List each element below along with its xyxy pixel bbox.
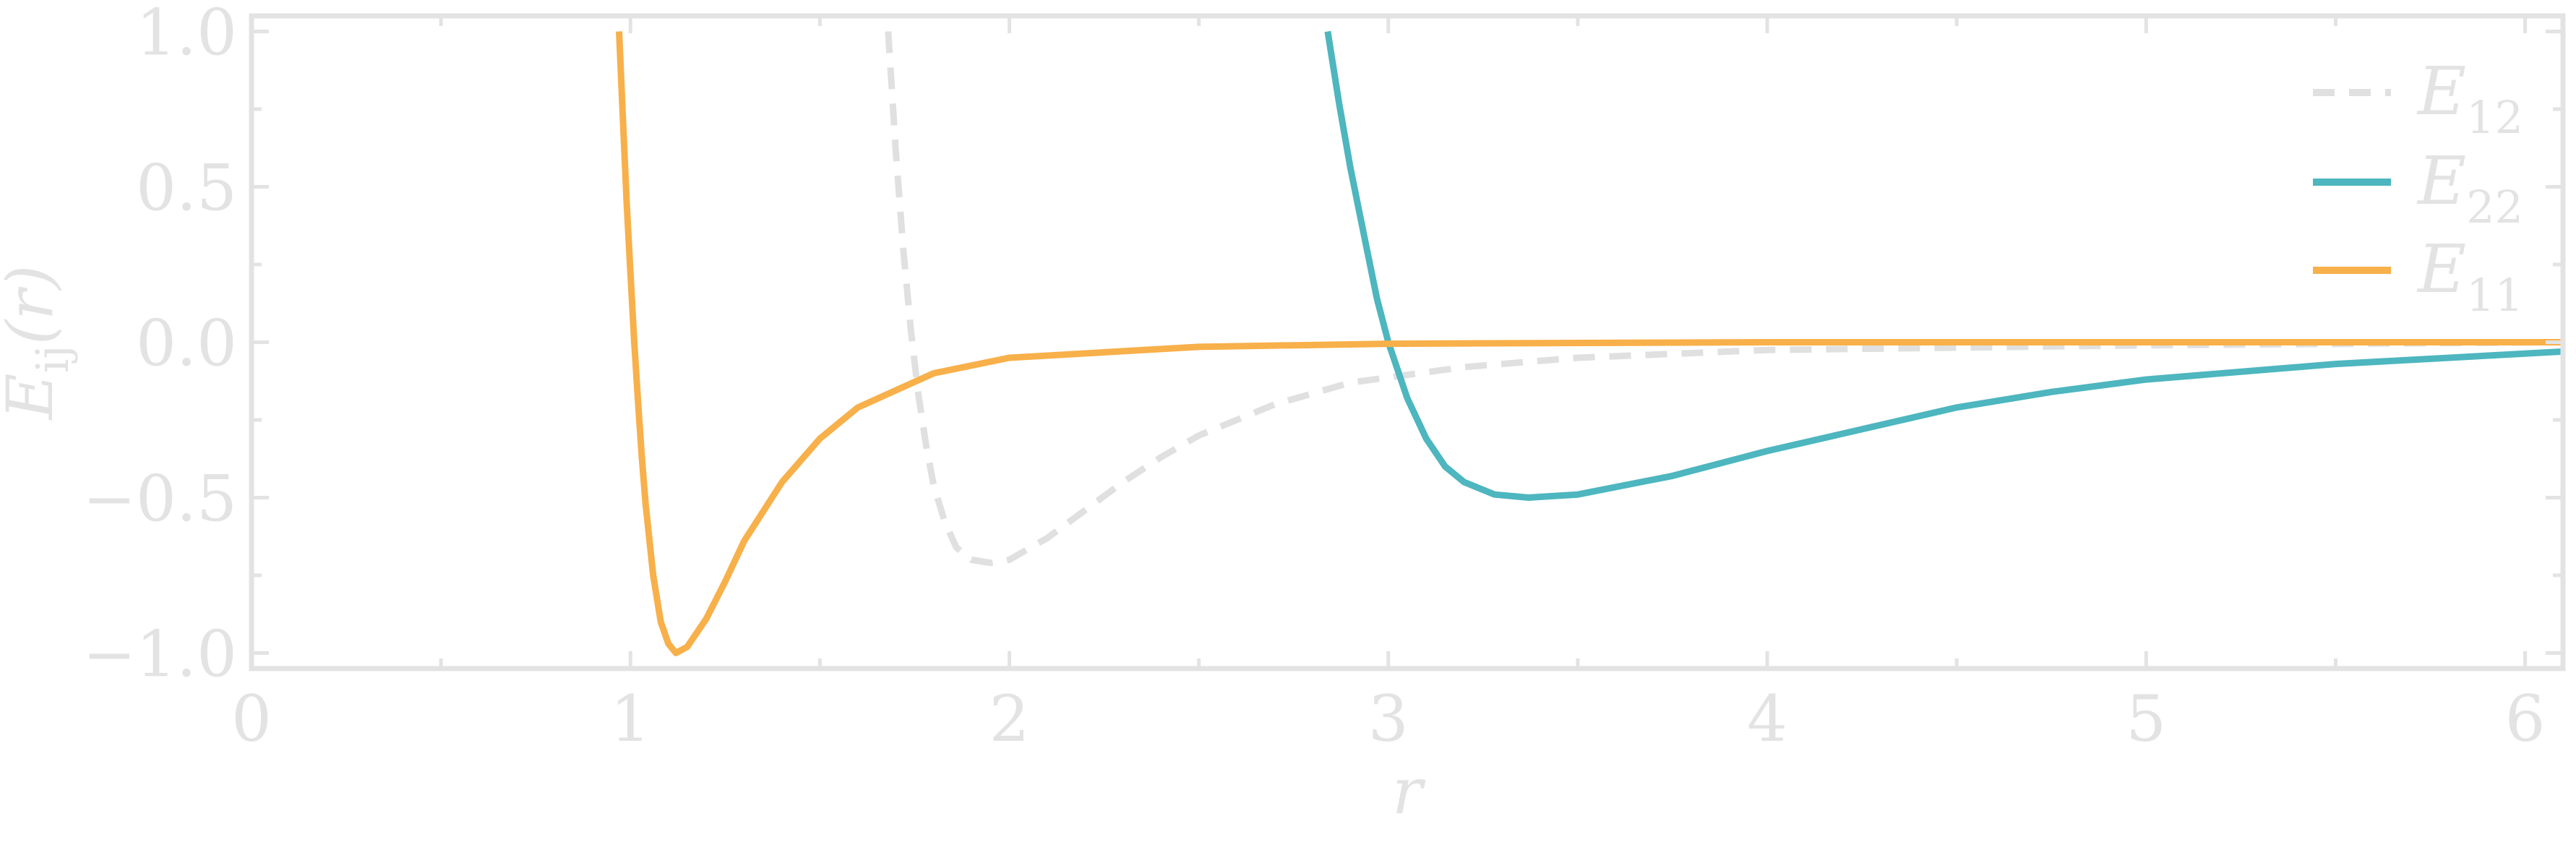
x-tick-label: 5 [2126,682,2166,756]
series-line-22 [1324,30,2563,501]
legend-label-11: E11 [2416,231,2523,322]
x-tick-label: 4 [1747,682,1787,756]
legend-label-sub: 12 [2466,91,2523,144]
y-axis-label-sub: ij [26,345,79,373]
legend-label-main: E [2416,231,2466,308]
tick-layer [249,16,2563,669]
series-line-12 [885,31,2563,567]
y-tick-labels: −1.0 −0.5 0.0 0.5 1.0 [82,0,237,692]
y-tick-label: −1.0 [82,617,237,692]
x-axis-label: r [1392,754,1426,828]
x-tick-label: 1 [610,682,651,756]
y-tick-label: 1.0 [136,0,237,70]
series-line-11 [616,31,2563,656]
x-tick-label: 0 [231,682,272,756]
legend-label-22: E22 [2416,142,2523,233]
legend-label-sub: 22 [2466,181,2523,233]
x-tick-label: 6 [2505,682,2546,756]
y-tick-label: 0.0 [136,306,237,381]
y-tick-label: 0.5 [136,151,237,225]
x-tick-label: 2 [989,682,1030,756]
y-axis-label-arg: (r) [0,265,67,345]
x-tick-label: 3 [1368,682,1409,756]
y-axis-label-main: E [0,373,67,421]
legend-label-sub: 11 [2466,269,2523,322]
y-axis-label: Eij(r) [0,265,79,421]
legend-label-main: E [2416,142,2466,220]
series-layer [616,30,2563,656]
legend-label-main: E [2416,53,2466,130]
legend-label-12: E12 [2416,53,2523,144]
x-tick-labels: 0 1 2 3 4 5 6 [231,682,2546,756]
y-tick-label: −0.5 [82,462,237,536]
